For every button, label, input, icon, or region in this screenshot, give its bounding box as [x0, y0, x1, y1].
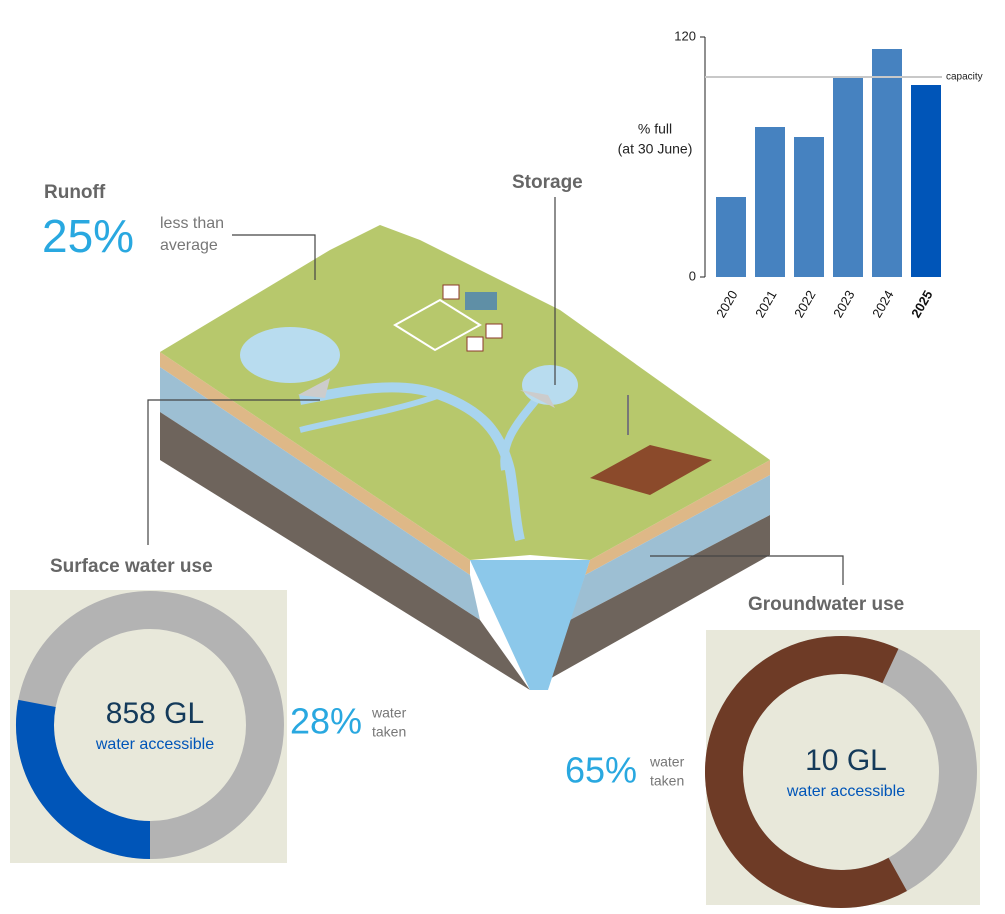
rock-layer — [160, 412, 530, 690]
aquifer-layer — [570, 475, 770, 620]
x-tick-label: 2022 — [791, 288, 818, 321]
connector — [147, 399, 320, 545]
runoff-note: average — [160, 237, 218, 254]
house — [466, 336, 484, 352]
house — [485, 323, 503, 339]
river — [500, 392, 544, 471]
donut-center-sublabel: water accessible — [95, 736, 214, 753]
y-axis-label: % full — [638, 121, 672, 137]
paddock — [393, 298, 482, 352]
x-tick-label: 2021 — [752, 288, 779, 321]
bar — [794, 137, 824, 277]
donut-center-sublabel: water accessible — [786, 783, 905, 800]
shed — [465, 292, 497, 310]
aquifer-layer — [160, 367, 480, 620]
lake — [240, 327, 340, 383]
bar — [755, 127, 785, 277]
soil-layer — [160, 352, 470, 575]
x-tick-label: 2020 — [713, 288, 740, 321]
runoff-value: 25% — [42, 210, 134, 262]
bar — [911, 85, 941, 277]
donut-center-label: 858 GL — [106, 697, 204, 730]
x-tick-label: 2025 — [908, 288, 935, 321]
river-channel — [470, 560, 590, 690]
dam — [298, 378, 330, 398]
donut-segment — [16, 699, 151, 859]
crop-field — [590, 445, 712, 495]
runoff-note: less than — [160, 215, 224, 232]
donut-segment — [705, 636, 907, 908]
y-tick-label: 0 — [689, 268, 696, 283]
y-axis-label: (at 30 June) — [618, 141, 693, 157]
soil-layer — [585, 460, 770, 575]
bar — [872, 49, 902, 277]
surface-title: Surface water use — [50, 556, 213, 577]
landscape — [160, 225, 770, 690]
value-label: 65% — [565, 750, 637, 791]
note: water — [371, 705, 407, 721]
x-tick-label: 2024 — [869, 288, 896, 321]
x-tick-label: 2023 — [830, 288, 857, 321]
dam — [520, 390, 555, 408]
runoff-title: Runoff — [44, 182, 106, 203]
note: water — [649, 754, 685, 770]
storage-title: Storage — [512, 172, 583, 193]
house — [442, 284, 460, 300]
river — [299, 382, 525, 542]
donut-center-label: 10 GL — [805, 744, 887, 777]
bar — [716, 197, 746, 277]
note: taken — [372, 724, 406, 740]
river — [299, 392, 442, 433]
connector — [232, 234, 316, 280]
reference-label: capacity — [946, 72, 983, 83]
y-tick-label: 120 — [674, 28, 696, 43]
value-label: 28% — [290, 701, 362, 742]
ground-title: Groundwater use — [748, 594, 904, 615]
note: taken — [650, 773, 684, 789]
connector — [650, 555, 844, 585]
rock-layer — [530, 515, 770, 690]
bar — [833, 77, 863, 277]
